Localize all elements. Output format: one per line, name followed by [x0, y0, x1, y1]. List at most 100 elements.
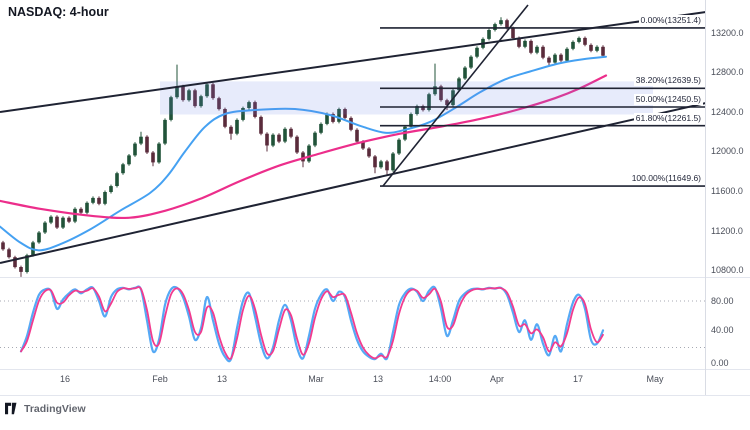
candle-body	[151, 152, 155, 163]
candle-body	[217, 98, 221, 110]
candle-body	[19, 267, 23, 272]
candle-body	[223, 109, 227, 127]
candle-body	[517, 37, 521, 47]
fib-level-label: 0.00%(13251.4)	[638, 15, 703, 26]
candle-body	[553, 54, 557, 63]
price-axis-label: 12000.0	[711, 146, 744, 156]
candle-body	[157, 143, 161, 163]
ma-fast-line[interactable]	[0, 55, 607, 252]
time-axis-label: 13	[372, 374, 384, 384]
pane-separator[interactable]	[0, 277, 750, 278]
candle-body	[367, 148, 371, 157]
candle-body	[379, 161, 383, 168]
fib-level-label: 100.00%(11649.6)	[629, 173, 703, 184]
candle-body	[169, 97, 173, 120]
candle-body	[301, 152, 305, 162]
price-axis-label: 13200.0	[711, 28, 744, 38]
candle-body	[469, 56, 473, 68]
candle-body	[439, 86, 443, 101]
time-axis-label: 14:00	[428, 374, 452, 384]
candle-body	[559, 54, 563, 61]
candle-body	[37, 232, 41, 243]
stochastic-d-line[interactable]	[20, 286, 604, 360]
price-axis-border	[705, 0, 706, 395]
stochastic-k-line[interactable]	[19, 285, 605, 363]
candle-body	[325, 114, 329, 124]
candle-body	[1, 242, 5, 250]
candle-body	[271, 134, 275, 146]
candle-body	[355, 129, 359, 142]
candle-body	[133, 143, 137, 156]
oscillator-axis-label: 80.00	[711, 296, 734, 306]
ma-slow-line[interactable]	[0, 74, 608, 220]
tradingview-logo[interactable]: TradingView	[5, 402, 86, 415]
candle-body	[175, 86, 179, 98]
candle-body	[73, 208, 77, 222]
price-axis-label: 12800.0	[711, 67, 744, 77]
candle-body	[241, 108, 245, 120]
price-pane[interactable]	[0, 0, 706, 278]
fib-trendline[interactable]	[382, 4, 529, 187]
candle-body	[181, 86, 185, 101]
candle-body	[115, 173, 119, 186]
candle-body	[475, 47, 479, 57]
candle-body	[139, 136, 143, 144]
candle-body	[583, 37, 587, 45]
candle-body	[409, 114, 413, 127]
price-axis-label: 12400.0	[711, 107, 744, 117]
candle-body	[487, 30, 491, 39]
candle-body	[337, 109, 341, 122]
time-axis-label: 17	[572, 374, 584, 384]
candle-body	[193, 90, 197, 107]
candle-body	[235, 119, 239, 134]
time-axis-label: May	[646, 374, 664, 384]
candle-body	[259, 116, 263, 134]
candle-body	[109, 186, 113, 192]
candle-body	[283, 128, 287, 142]
candle-body	[295, 136, 299, 153]
candle-body	[247, 102, 251, 108]
candle-body	[529, 40, 533, 53]
stochastic-pane[interactable]	[0, 281, 706, 369]
candle-body	[331, 114, 335, 122]
candle-body	[55, 216, 59, 228]
candle-body	[97, 197, 101, 204]
candle-body	[511, 28, 515, 38]
candle-body	[277, 134, 281, 142]
candle-body	[307, 145, 311, 162]
candle-body	[577, 37, 581, 42]
fib-level-label: 50.00%(12450.5)	[633, 94, 703, 105]
price-axis-label: 11600.0	[711, 186, 743, 196]
candle-body	[541, 46, 545, 58]
time-axis-separator	[0, 369, 750, 370]
candle-body	[391, 153, 395, 171]
candle-body	[79, 208, 83, 213]
highlight-band[interactable]	[160, 81, 653, 115]
candle-body	[601, 46, 605, 56]
time-axis-label: 13	[216, 374, 228, 384]
time-axis-label: Apr	[489, 374, 505, 384]
channel-bottom-line[interactable]	[0, 102, 706, 264]
candlestick-series	[1, 17, 605, 277]
candle-body	[589, 44, 593, 51]
fib-level-label: 38.20%(12639.5)	[633, 75, 703, 86]
candle-body	[103, 192, 107, 204]
candle-body	[535, 46, 539, 53]
candle-body	[499, 20, 503, 25]
candle-body	[7, 249, 11, 258]
time-axis-label: Mar	[308, 374, 324, 384]
candle-body	[13, 257, 17, 268]
time-axis-label: Feb	[152, 374, 168, 384]
candle-body	[505, 20, 509, 29]
price-axis-label: 11200.0	[711, 226, 743, 236]
candle-body	[421, 106, 425, 111]
candle-body	[571, 41, 575, 49]
candle-body	[121, 164, 125, 174]
candle-body	[397, 139, 401, 154]
candle-body	[43, 222, 47, 233]
candle-body	[445, 100, 449, 106]
candle-body	[373, 156, 377, 168]
candle-body	[163, 119, 167, 144]
candle-body	[427, 94, 431, 110]
